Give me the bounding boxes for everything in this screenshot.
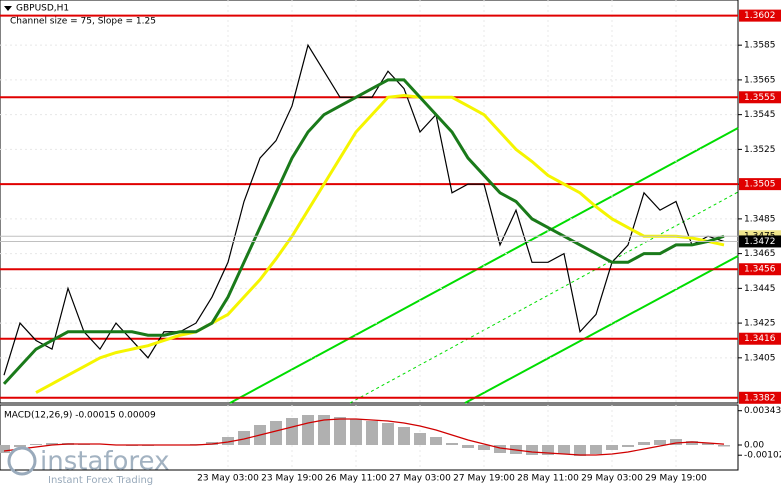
level-tag: [739, 332, 781, 345]
level-tag: [739, 391, 781, 404]
signal-line: [3, 418, 725, 456]
y-tick-label: 1.3445: [744, 284, 776, 294]
macd-bar: [686, 441, 698, 445]
macd-bar: [0, 445, 10, 453]
y-tick-label: 1.3425: [744, 319, 776, 329]
level-label: 1.3416: [744, 334, 776, 344]
y-tick-label: -0.00102: [744, 451, 781, 461]
macd-bar: [590, 445, 602, 454]
y-tick-label: 1.3565: [744, 75, 776, 85]
logo-name: instaforex: [40, 447, 169, 477]
x-tick-label: 27 May 19:00: [453, 474, 515, 484]
macd-bar: [334, 417, 346, 445]
price-label: 1.3472: [744, 237, 776, 247]
x-tick-label: 29 May 19:00: [645, 474, 707, 484]
macd-bar: [622, 445, 634, 447]
x-tick-label: 23 May 03:00: [197, 474, 259, 484]
level-label: 1.3602: [744, 11, 776, 21]
level-tag: [739, 9, 781, 22]
level-label: 1.3456: [744, 265, 776, 275]
logo-icon: [7, 446, 37, 476]
indicator-label: Channel size = 75, Slope = 1.25: [10, 17, 156, 27]
channel-bottom: [464, 255, 739, 404]
macd-bar: [286, 418, 298, 445]
x-tick-label: 26 May 11:00: [325, 474, 387, 484]
macd-bar: [222, 437, 234, 445]
macd-bar: [478, 445, 490, 450]
macd-bar: [302, 415, 314, 445]
channel-mid: [349, 191, 739, 404]
macd-bar: [670, 439, 682, 445]
macd-bar: [702, 443, 714, 445]
y-tick-label: 0.00343: [744, 406, 781, 416]
x-tick-label: 29 May 03:00: [581, 474, 643, 484]
series-line: [2, 78, 725, 385]
main-frame: [0, 0, 739, 404]
macd-bar: [462, 445, 474, 448]
macd-bar: [414, 433, 426, 445]
macd-bar: [494, 445, 506, 453]
level-tag: [739, 91, 781, 104]
y-tick-label: 1.3485: [744, 214, 776, 224]
macd-bar: [606, 445, 618, 450]
macd-bar: [446, 443, 458, 445]
watermark: instaforex Instant Forex Trading: [7, 446, 169, 486]
y-tick-label: 1.3465: [744, 249, 776, 259]
symbol-title: GBPUSD,H1: [16, 4, 69, 14]
level-label: 1.3382: [744, 393, 776, 403]
level-tag: [739, 178, 781, 191]
macd-bar: [654, 440, 666, 445]
y-tick-label: 1.3405: [744, 353, 776, 363]
price-tag: [739, 235, 781, 248]
macd-bar: [46, 443, 58, 445]
macd-bar: [270, 421, 282, 445]
macd-bar: [574, 445, 586, 456]
macd-bar: [558, 445, 570, 454]
macd-bar: [350, 419, 362, 445]
macd-bar: [30, 444, 42, 445]
level-tag: [739, 263, 781, 276]
macd-bar: [318, 415, 330, 445]
level-label: 1.3505: [744, 180, 776, 190]
logo-tagline: Instant Forex Trading: [48, 475, 153, 486]
y-tick-label: 1.3525: [744, 145, 776, 155]
macd-bar: [638, 442, 650, 445]
macd-bar: [366, 421, 378, 445]
menu-arrow: [4, 6, 12, 11]
x-tick-label: 28 May 11:00: [517, 474, 579, 484]
y-tick-label: 0.00: [744, 441, 764, 451]
macd-bar: [398, 427, 410, 445]
series-line: [35, 94, 725, 394]
macd-bar: [430, 437, 442, 445]
x-tick-label: 23 May 19:00: [261, 474, 323, 484]
macd-bar: [526, 445, 538, 455]
macd-bar: [14, 445, 26, 447]
macd-title: MACD(12,26,9) -0.00015 0.00009: [4, 411, 156, 421]
macd-bar: [542, 445, 554, 455]
macd-bar: [238, 431, 250, 445]
macd-bar: [718, 445, 730, 447]
macd-bar: [382, 423, 394, 445]
y-tick-label: 1.3585: [744, 41, 776, 51]
level-label: 1.3555: [744, 93, 776, 103]
y-tick-label: 1.3545: [744, 110, 776, 120]
x-tick-label: 27 May 03:00: [389, 474, 451, 484]
